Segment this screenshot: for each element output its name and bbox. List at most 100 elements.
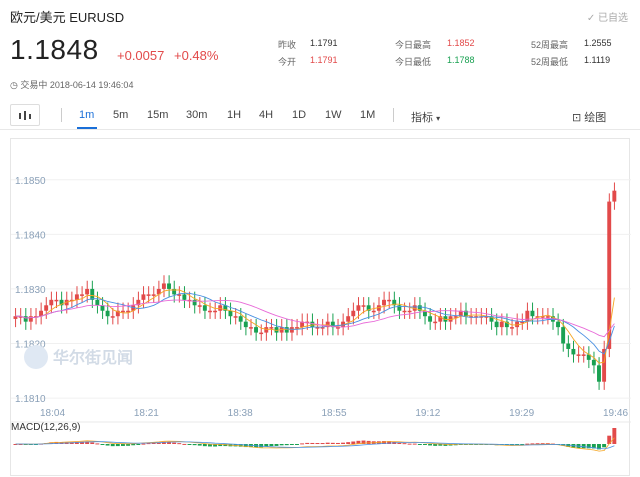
candle-body bbox=[18, 316, 23, 318]
stat-value-day-high: 1.1852 bbox=[447, 38, 475, 48]
macd-bar bbox=[535, 443, 540, 445]
candle-body bbox=[346, 316, 351, 322]
candle-body bbox=[44, 305, 49, 311]
candle-body bbox=[289, 327, 294, 333]
chart-toolbar: 1m 5m 15m 30m 1H 4H 1D 1W 1M 指标 ▾ ⊡ 绘图 bbox=[0, 100, 640, 130]
last-price: 1.1848 bbox=[10, 34, 99, 65]
period-15m[interactable]: 15m bbox=[147, 109, 169, 121]
macd-bar bbox=[402, 443, 407, 445]
candle-body bbox=[64, 299, 69, 306]
macd-bar bbox=[545, 443, 550, 445]
macd-bar bbox=[602, 444, 607, 448]
macd-bar bbox=[356, 440, 361, 444]
candle-body bbox=[259, 332, 264, 335]
macd-bar bbox=[131, 444, 136, 446]
y-tick-label: 1.1810 bbox=[15, 394, 46, 405]
candle-body bbox=[597, 365, 601, 382]
candle-body bbox=[448, 316, 453, 322]
candle-body bbox=[412, 305, 417, 311]
trading-status: ◷ 交易中 2018-06-14 19:46:04 bbox=[10, 78, 133, 91]
candle-body bbox=[28, 316, 33, 322]
macd-bar bbox=[85, 441, 90, 444]
chart-canvas: 1.1850 1.1840 1.1830 1.1820 1.1810 18:04 18:21… bbox=[11, 176, 631, 452]
draw-icon: ⊡ bbox=[572, 112, 582, 124]
indicator-menu[interactable]: 指标 ▾ bbox=[411, 109, 440, 125]
candle-body bbox=[315, 327, 320, 329]
macd-bar bbox=[330, 442, 335, 444]
candle-body bbox=[202, 305, 207, 311]
watermark-logo bbox=[24, 345, 48, 369]
period-5m[interactable]: 5m bbox=[113, 109, 129, 121]
candle-body bbox=[274, 327, 279, 333]
candle-body bbox=[561, 327, 566, 344]
candle-body bbox=[54, 299, 59, 302]
macd-bar bbox=[146, 443, 151, 445]
macd-bar bbox=[428, 444, 433, 446]
macd-bar bbox=[74, 441, 79, 444]
candle-body bbox=[310, 321, 315, 328]
macd-bar bbox=[95, 443, 100, 445]
candle-body bbox=[330, 321, 335, 328]
period-1h[interactable]: 1H bbox=[227, 109, 242, 121]
clock-icon: ◷ bbox=[10, 80, 18, 90]
period-1m[interactable]: 1m bbox=[79, 109, 95, 121]
candle-body bbox=[218, 305, 223, 311]
candle-body bbox=[571, 348, 576, 355]
macd-bar bbox=[525, 443, 530, 445]
x-tick-label: 18:55 bbox=[322, 408, 347, 419]
favorite-button[interactable]: ✓ 已自选 bbox=[586, 13, 628, 24]
stat-value-52w-high: 1.2555 bbox=[584, 38, 612, 48]
macd-bar bbox=[289, 444, 294, 445]
candle-body bbox=[238, 316, 243, 322]
candle-body bbox=[320, 327, 325, 329]
price-change: +0.0057 bbox=[117, 48, 165, 63]
y-tick-label: 1.1820 bbox=[15, 340, 46, 351]
macd-bar bbox=[422, 444, 427, 445]
candle-body bbox=[602, 348, 607, 382]
macd-bar bbox=[382, 441, 386, 444]
chart-type-button[interactable] bbox=[10, 104, 40, 126]
candle-body bbox=[612, 190, 617, 202]
candle-body bbox=[341, 321, 346, 328]
period-1mo[interactable]: 1M bbox=[360, 109, 376, 121]
macd-bar bbox=[80, 441, 84, 444]
moving-average-line bbox=[15, 292, 615, 355]
period-1w[interactable]: 1W bbox=[325, 109, 342, 121]
candle-body bbox=[243, 321, 248, 328]
candle-body bbox=[95, 299, 100, 306]
stat-label-52w-low: 52周最低 bbox=[531, 57, 569, 67]
macd-bar bbox=[387, 441, 392, 444]
x-tick-label: 18:38 bbox=[228, 408, 253, 419]
x-tick-label: 19:29 bbox=[509, 408, 534, 419]
macd-bar bbox=[520, 444, 525, 445]
candle-body bbox=[520, 321, 525, 324]
x-tick-label: 18:04 bbox=[40, 408, 65, 419]
candle-body bbox=[576, 354, 581, 356]
macd-bar bbox=[141, 443, 146, 445]
period-1d[interactable]: 1D bbox=[292, 109, 307, 121]
candle-body bbox=[23, 316, 28, 322]
candle-body bbox=[453, 316, 458, 318]
macd-bar bbox=[325, 442, 330, 444]
candle-body bbox=[438, 316, 443, 322]
period-4h[interactable]: 4H bbox=[259, 109, 274, 121]
candle-body bbox=[556, 321, 560, 328]
macd-bar bbox=[177, 443, 182, 445]
macd-bar bbox=[448, 444, 453, 446]
candle-body bbox=[586, 354, 591, 360]
macd-bar bbox=[156, 442, 161, 444]
y-tick-label: 1.1840 bbox=[15, 230, 46, 241]
price-chart[interactable]: 1.1850 1.1840 1.1830 1.1820 1.1810 18:04 18:21… bbox=[10, 138, 631, 476]
macd-bar bbox=[218, 444, 223, 447]
candle-body bbox=[254, 327, 258, 333]
macd-bar bbox=[300, 443, 305, 445]
candle-body bbox=[566, 343, 571, 349]
draw-button[interactable]: ⊡ 绘图 bbox=[572, 109, 606, 125]
candle-body bbox=[463, 310, 468, 317]
macd-bar bbox=[438, 444, 443, 446]
macd-bar bbox=[161, 441, 166, 444]
period-30m[interactable]: 30m bbox=[186, 109, 208, 121]
candle-body bbox=[223, 305, 228, 311]
x-tick-label: 19:46 bbox=[603, 408, 628, 419]
macd-bar bbox=[259, 444, 264, 448]
